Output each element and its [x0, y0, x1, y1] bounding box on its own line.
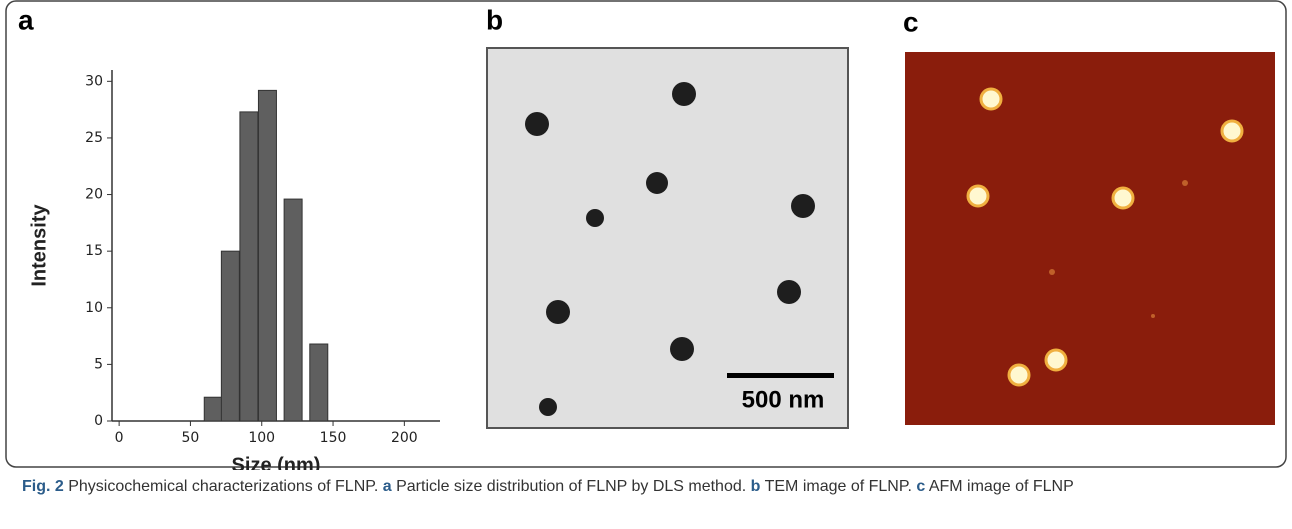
bar — [220, 250, 240, 422]
bar — [283, 198, 303, 422]
y-tick-label: 25 — [85, 130, 103, 146]
caption-text: TEM image of FLNP. — [764, 478, 912, 495]
y-tick-label: 20 — [85, 187, 103, 203]
x-tick-label: 100 — [248, 430, 275, 446]
y-tick-label: 0 — [94, 413, 103, 429]
x-tick-label: 50 — [182, 430, 200, 446]
x-tick-label: 150 — [320, 430, 347, 446]
x-tick-label: 200 — [391, 430, 418, 446]
caption: Fig. 2 Physicochemical characterizations… — [22, 478, 1282, 496]
frame — [5, 0, 1287, 468]
caption-label: Fig. 2 — [22, 478, 64, 495]
caption-text: Physicochemical characterizations of FLN… — [68, 478, 379, 495]
bar — [203, 396, 223, 422]
tem-image — [486, 47, 849, 429]
y-tick-label: 10 — [85, 300, 103, 316]
bar — [309, 343, 329, 422]
caption-label: b — [750, 478, 761, 495]
panel-label: b — [486, 4, 503, 35]
panel-label: c — [903, 6, 919, 37]
scale-bar-label: 500 nm — [742, 386, 825, 413]
caption-label: a — [382, 478, 392, 495]
y-tick-label: 5 — [94, 356, 103, 372]
caption-text: AFM image of FLNP — [928, 478, 1074, 495]
bar — [239, 111, 259, 422]
x-tick-label: 0 — [115, 430, 124, 446]
afm-image — [905, 52, 1275, 425]
caption-text: Particle size distribution of FLNP by DL… — [396, 478, 747, 495]
y-tick-label: 30 — [85, 73, 103, 89]
panel-label: a — [18, 4, 34, 35]
bar — [257, 89, 277, 422]
x-axis-label: Size (nm) — [232, 454, 321, 470]
y-axis-label: Intensity — [28, 204, 50, 287]
figure: a b c 500 nm 0 5 10 15 20 25 30 0 50 100 150 200 Siz… — [5, 0, 1287, 470]
y-tick-label: 15 — [85, 243, 103, 259]
caption-label: c — [916, 478, 926, 495]
